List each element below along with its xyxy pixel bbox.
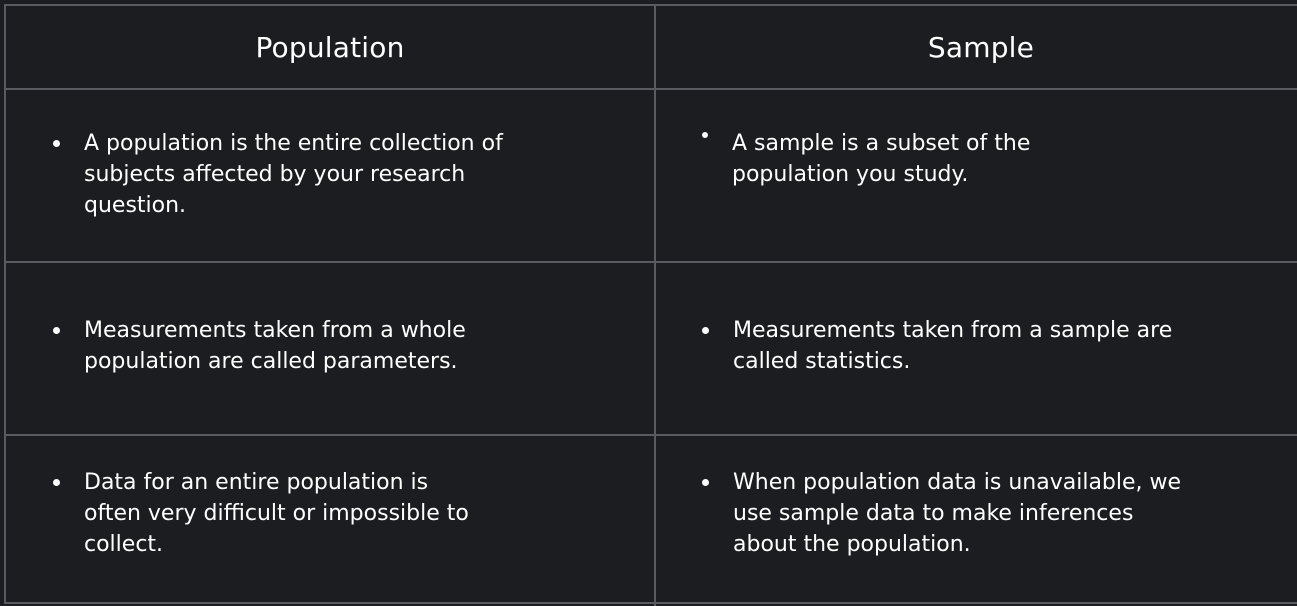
cell-text: Measurements taken from a whole populati… <box>84 318 466 374</box>
bullet-icon <box>702 327 709 334</box>
list-item: Measurements taken from a sample are cal… <box>656 315 1297 377</box>
table-cell-sample-3: When population data is unavailable, we … <box>656 436 1297 606</box>
bullet-icon <box>702 132 708 138</box>
table-cell-population-3: Data for an entire population is often v… <box>6 436 656 606</box>
list-item: When population data is unavailable, we … <box>656 467 1297 560</box>
cell-text: Measurements taken from a sample are cal… <box>733 318 1173 374</box>
cell-text: A population is the entire collection of… <box>84 131 503 218</box>
list-item: A population is the entire collection of… <box>6 128 654 221</box>
header-sample-label: Sample <box>927 30 1035 64</box>
bullet-icon <box>53 479 60 486</box>
table-cell-sample-1: A sample is a subset of the population y… <box>656 90 1297 263</box>
table-cell-population-1: A population is the entire collection of… <box>6 90 656 263</box>
list-item: A sample is a subset of the population y… <box>656 128 1297 190</box>
header-population-label: Population <box>255 30 405 64</box>
bullet-icon <box>53 327 60 334</box>
table-cell-sample-2: Measurements taken from a sample are cal… <box>656 263 1297 436</box>
cell-text: A sample is a subset of the population y… <box>732 131 1031 187</box>
list-item: Measurements taken from a whole populati… <box>6 315 654 377</box>
bullet-icon <box>53 140 60 147</box>
cell-text: When population data is unavailable, we … <box>733 470 1182 557</box>
bullet-icon <box>702 479 709 486</box>
table-cell-population-2: Measurements taken from a whole populati… <box>6 263 656 436</box>
header-sample: Sample <box>656 6 1297 90</box>
list-item: Data for an entire population is often v… <box>6 467 654 560</box>
header-population: Population <box>6 6 656 90</box>
comparison-table: Population Sample A population is the en… <box>4 4 1297 606</box>
cell-text: Data for an entire population is often v… <box>84 470 469 557</box>
